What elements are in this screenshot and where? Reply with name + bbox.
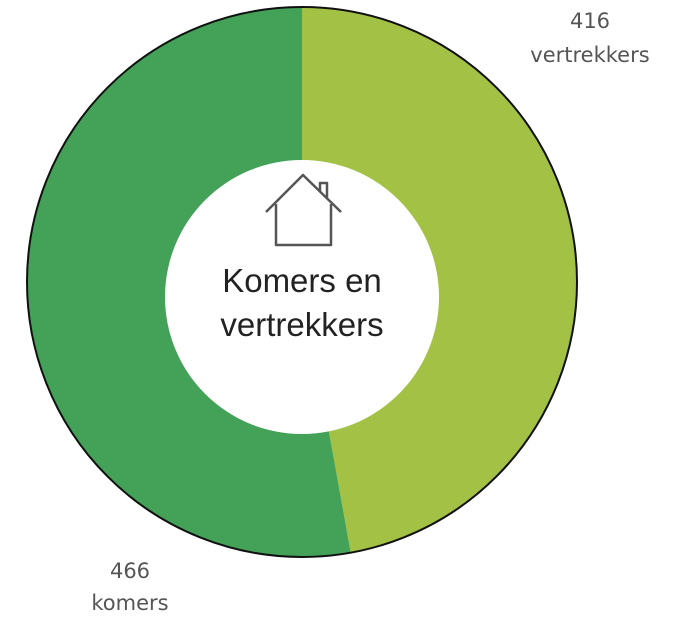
category-label: vertrekkers [530,43,649,67]
slice [302,7,577,553]
donut-hole [165,160,439,434]
house-icon [265,173,342,247]
value-label: 416 [570,9,610,33]
center-title: Komers en vertrekkers [220,262,383,343]
value-label: 466 [110,559,150,583]
pie-outline [26,6,578,558]
category-label: komers [91,591,168,615]
